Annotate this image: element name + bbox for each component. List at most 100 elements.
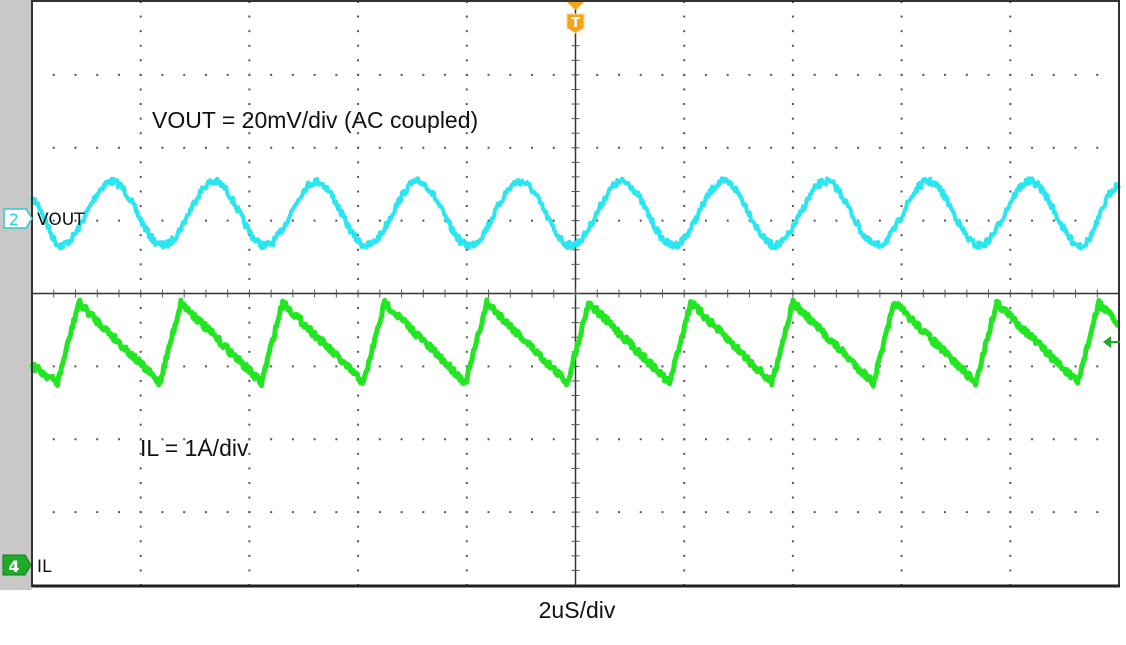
grid-dot — [683, 481, 686, 484]
grid-dot — [900, 452, 903, 455]
grid-dot — [357, 394, 360, 397]
grid-dot — [791, 452, 794, 455]
grid-dot — [900, 336, 903, 339]
grid-dot — [139, 569, 142, 572]
grid-dot — [965, 73, 968, 76]
grid-dot — [1009, 394, 1012, 397]
grid-dot — [770, 146, 773, 149]
grid-dot — [791, 205, 794, 208]
grid-dot — [248, 277, 251, 280]
grid-dot — [248, 88, 251, 91]
grid-dot — [357, 146, 360, 149]
grid-dot — [139, 496, 142, 499]
grid-dot — [357, 234, 360, 237]
grid-dot — [248, 569, 251, 572]
grid-dot — [357, 350, 360, 353]
grid-dot — [1009, 161, 1012, 164]
channel-4-number: 4 — [8, 557, 19, 576]
grid-dot — [226, 73, 229, 76]
grid-dot — [357, 277, 360, 280]
grid-dot — [639, 511, 642, 514]
grid-dot — [639, 365, 642, 368]
grid-dot — [270, 365, 273, 368]
grid-dot — [204, 438, 207, 441]
grid-dot — [465, 205, 468, 208]
grid-dot — [226, 146, 229, 149]
grid-dot — [1052, 438, 1055, 441]
grid-dot — [661, 438, 664, 441]
grid-dot — [1052, 219, 1055, 222]
grid-dot — [465, 452, 468, 455]
grid-dot — [683, 554, 686, 557]
grid-dot — [139, 248, 142, 251]
grid-dot — [400, 438, 403, 441]
grid-dot — [596, 365, 599, 368]
grid-dot — [813, 73, 816, 76]
grid-dot — [465, 394, 468, 397]
channel-4-marker[interactable]: 4 — [2, 554, 32, 576]
vout-scale-annotation: VOUT = 20mV/div (AC coupled) — [152, 107, 478, 133]
grid-dot — [270, 438, 273, 441]
grid-dot — [357, 15, 360, 18]
grid-dot — [400, 511, 403, 514]
grid-dot — [1009, 234, 1012, 237]
grid-dot — [1096, 365, 1099, 368]
grid-dot — [161, 511, 164, 514]
grid-dot — [139, 540, 142, 543]
grid-dot — [313, 438, 316, 441]
grid-dot — [313, 365, 316, 368]
grid-dot — [1009, 88, 1012, 91]
grid-dot — [1009, 569, 1012, 572]
grid-dot — [96, 365, 99, 368]
grid-dot — [683, 15, 686, 18]
grid-dot — [248, 219, 251, 222]
grid-dot — [944, 146, 947, 149]
grid-dot — [1009, 175, 1012, 178]
grid-dot — [74, 146, 77, 149]
grid-dot — [465, 146, 468, 149]
grid-dot — [683, 394, 686, 397]
grid-dot — [248, 336, 251, 339]
grid-dot — [791, 146, 794, 149]
grid-dot — [661, 365, 664, 368]
grid-dot — [900, 175, 903, 178]
il-scale-annotation: IL = 1A/div — [140, 435, 249, 461]
grid-dot — [944, 511, 947, 514]
grid-dot — [1009, 263, 1012, 266]
grid-dot — [357, 409, 360, 412]
grid-dot — [1096, 438, 1099, 441]
grid-dot — [683, 277, 686, 280]
channel-2-marker[interactable]: 2 — [3, 208, 33, 229]
grid-dot — [1074, 73, 1077, 76]
grid-dot — [52, 511, 55, 514]
grid-dot — [139, 59, 142, 62]
grid-dot — [900, 394, 903, 397]
grid-dot — [74, 511, 77, 514]
grid-dot — [944, 365, 947, 368]
grid-dot — [248, 438, 251, 441]
grid-dot — [139, 409, 142, 412]
grid-dot — [878, 73, 881, 76]
grid-dot — [1009, 540, 1012, 543]
grid-dot — [1009, 15, 1012, 18]
grid-dot — [465, 73, 468, 76]
grid-dot — [139, 190, 142, 193]
grid-dot — [52, 73, 55, 76]
grid-dot — [791, 394, 794, 397]
grid-dot — [465, 321, 468, 324]
grid-dot — [987, 438, 990, 441]
grid-dot — [1009, 496, 1012, 499]
grid-dot — [291, 73, 294, 76]
grid-dot — [900, 379, 903, 382]
grid-dot — [378, 219, 381, 222]
grid-dot — [117, 146, 120, 149]
grid-dot — [1009, 350, 1012, 353]
grid-dot — [617, 365, 620, 368]
grid-dot — [770, 73, 773, 76]
grid-dot — [291, 219, 294, 222]
trigger-marker[interactable]: T — [566, 2, 585, 34]
grid-dot — [96, 219, 99, 222]
grid-dot — [465, 263, 468, 266]
grid-dot — [378, 511, 381, 514]
grid-dot — [248, 117, 251, 120]
